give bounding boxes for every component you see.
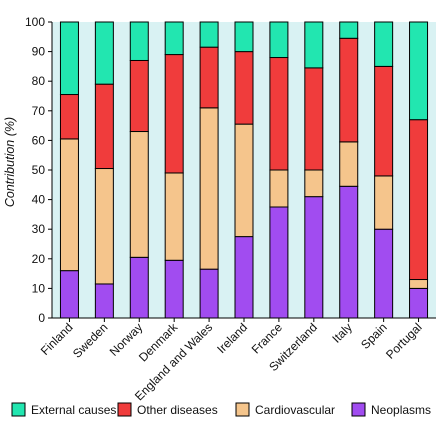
bar-segment-other-diseases xyxy=(374,65,394,177)
bar-segment-other-diseases xyxy=(164,54,184,174)
y-tick-label: 20 xyxy=(32,252,46,266)
y-tick-label: 40 xyxy=(32,193,46,207)
bar-segment-neoplasms xyxy=(59,270,79,319)
bar-segment-other-diseases xyxy=(409,119,429,281)
y-tick-label: 90 xyxy=(32,45,46,59)
bar-segment-cardiovascular xyxy=(339,141,359,187)
bar-segment-external-causes xyxy=(374,21,394,67)
bar-segment-other-diseases xyxy=(339,37,359,143)
bar-segment-cardiovascular xyxy=(409,279,429,289)
bar-segment-external-causes xyxy=(304,21,324,69)
y-tick-label: 10 xyxy=(32,281,46,295)
bar-segment-external-causes xyxy=(339,21,359,39)
bar-segment-external-causes xyxy=(129,21,149,61)
bar-segment-other-diseases xyxy=(129,59,149,133)
bar-segment-other-diseases xyxy=(269,57,289,171)
bar-segment-other-diseases xyxy=(304,67,324,171)
bar-segment-external-causes xyxy=(199,21,219,48)
legend-label: Other diseases xyxy=(137,403,218,417)
bar-segment-neoplasms xyxy=(269,206,289,319)
y-axis-label: Contribution (%) xyxy=(3,117,17,207)
y-tick-label: 50 xyxy=(32,163,46,177)
bar-segment-cardiovascular xyxy=(199,107,219,270)
legend-swatch xyxy=(235,402,250,417)
bar-segment-neoplasms xyxy=(409,287,429,319)
y-tick-label: 100 xyxy=(25,15,45,29)
bar-segment-neoplasms xyxy=(234,236,254,319)
bar-segment-cardiovascular xyxy=(269,169,289,208)
bar-segment-cardiovascular xyxy=(94,168,114,285)
bar-segment-neoplasms xyxy=(374,228,394,319)
bar-segment-neoplasms xyxy=(164,259,184,319)
bar-segment-cardiovascular xyxy=(164,172,184,261)
bar-segment-other-diseases xyxy=(94,83,114,170)
y-tick-label: 80 xyxy=(32,74,46,88)
bar-segment-cardiovascular xyxy=(234,123,254,238)
y-tick-label: 30 xyxy=(32,222,46,236)
legend-swatch xyxy=(351,402,366,417)
bar-segment-neoplasms xyxy=(199,268,219,319)
bar-segment-external-causes xyxy=(94,21,114,85)
bar-segment-cardiovascular xyxy=(59,138,79,272)
legend-label: Neoplasms xyxy=(371,403,431,417)
bar-segment-neoplasms xyxy=(339,185,359,319)
legend-swatch xyxy=(117,402,132,417)
bars xyxy=(59,21,429,319)
legend-label: External causes xyxy=(31,403,116,417)
y-axis: 0 10 20 30 40 50 60 70 80 90 100 xyxy=(25,15,53,325)
bar-segment-neoplasms xyxy=(304,196,324,319)
bar-segment-external-causes xyxy=(269,21,289,59)
bar-segment-external-causes xyxy=(164,21,184,56)
legend: External causes Other diseases Cardiovascu… xyxy=(11,402,431,417)
bar-segment-neoplasms xyxy=(94,283,114,319)
bar-segment-neoplasms xyxy=(129,256,149,319)
bar-segment-cardiovascular xyxy=(374,175,394,230)
bar-segment-external-causes xyxy=(409,21,429,121)
y-tick-label: 70 xyxy=(32,104,46,118)
legend-swatch xyxy=(11,402,26,417)
bar-segment-cardiovascular xyxy=(304,169,324,198)
bar-segment-other-diseases xyxy=(199,46,219,109)
y-tick-label: 60 xyxy=(32,133,46,147)
legend-label: Cardiovascular xyxy=(255,403,335,417)
bar-segment-other-diseases xyxy=(59,94,79,140)
bar-segment-external-causes xyxy=(234,21,254,53)
bar-segment-external-causes xyxy=(59,21,79,96)
bar-segment-cardiovascular xyxy=(129,131,149,258)
y-tick-label: 0 xyxy=(38,311,45,325)
bar-segment-other-diseases xyxy=(234,51,254,125)
